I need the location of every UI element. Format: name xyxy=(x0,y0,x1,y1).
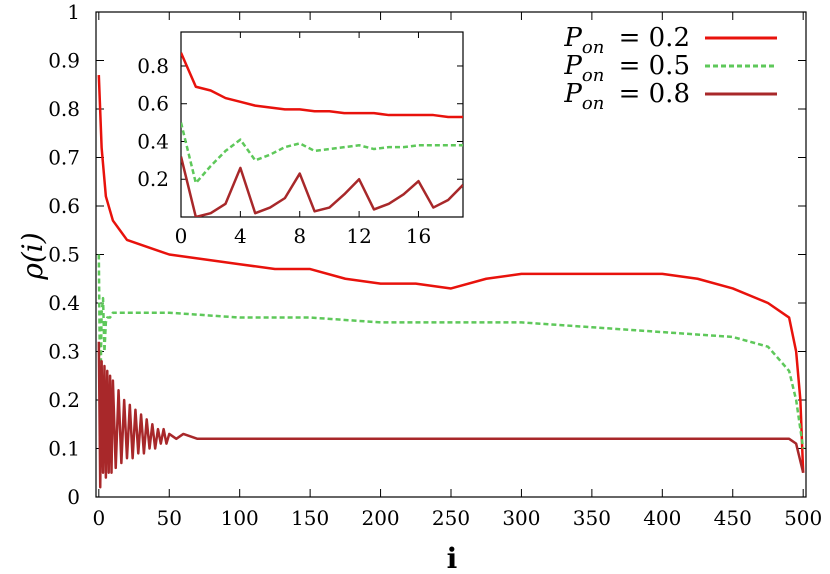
main-y-tick-label: 0 xyxy=(67,485,80,509)
inset-y-tick-label: 0.8 xyxy=(137,54,169,78)
legend-label-2: Pon = 0.8 xyxy=(563,79,690,114)
main-series-line-1 xyxy=(97,254,805,449)
main-y-tick-label: 0.4 xyxy=(48,291,80,315)
main-y-tick-label: 0.3 xyxy=(48,340,80,364)
main-series-line-0 xyxy=(97,75,805,473)
inset-x-tick-label: 4 xyxy=(234,224,247,248)
inset-x-tick-label: 8 xyxy=(293,224,306,248)
main-x-tick-label: 350 xyxy=(573,506,611,530)
legend-label-1: Pon = 0.5 xyxy=(563,51,690,86)
main-plot: 0 50 100 150 200 250 300 350 400 450 500 0 0.1 0.2 0.3… xyxy=(48,0,822,530)
main-y-tick-label: 0.5 xyxy=(48,243,80,267)
main-y-tick-label: 0.6 xyxy=(48,194,80,218)
inset-y-tick-label: 0.2 xyxy=(137,167,169,191)
main-y-tick-label: 0.7 xyxy=(48,146,80,170)
main-y-tick-label: 0.9 xyxy=(48,49,80,73)
inset-y-tick-label: 0.6 xyxy=(137,92,169,116)
inset-plot: 0 4 8 12 16 0.2 0.4 0.6 0.8 xyxy=(137,31,464,248)
inset-series-line-2 xyxy=(181,156,463,217)
main-y-tick-label: 0.8 xyxy=(48,97,80,121)
main-x-tick-label: 250 xyxy=(432,506,470,530)
inset-x-tick-label: 12 xyxy=(346,224,371,248)
legend-label-0: Pon = 0.2 xyxy=(563,23,690,58)
inset-y-tick-label: 0.4 xyxy=(137,129,169,153)
main-y-tick-label: 0.1 xyxy=(48,437,80,461)
main-x-tick-label: 500 xyxy=(784,506,822,530)
main-y-tick-label: 0.2 xyxy=(48,388,80,412)
main-x-tick-label: 0 xyxy=(92,506,105,530)
main-x-tick-label: 450 xyxy=(714,506,752,530)
inset-x-tick-label: 16 xyxy=(406,224,431,248)
x-axis-label: i xyxy=(447,542,458,574)
inset-background xyxy=(181,32,463,217)
inset-x-tick-label: 0 xyxy=(175,224,188,248)
main-y-tick-label: 1 xyxy=(67,0,80,24)
main-x-tick-label: 400 xyxy=(643,506,681,530)
main-series-line-2 xyxy=(97,341,805,489)
main-x-tick-label: 300 xyxy=(502,506,540,530)
main-x-tick-label: 150 xyxy=(291,506,329,530)
y-axis-label: ρ(i) xyxy=(16,232,49,280)
main-x-tick-label: 200 xyxy=(361,506,399,530)
main-x-tick-label: 50 xyxy=(157,506,182,530)
inset-series-line-0 xyxy=(181,52,463,119)
main-x-tick-label: 100 xyxy=(221,506,259,530)
